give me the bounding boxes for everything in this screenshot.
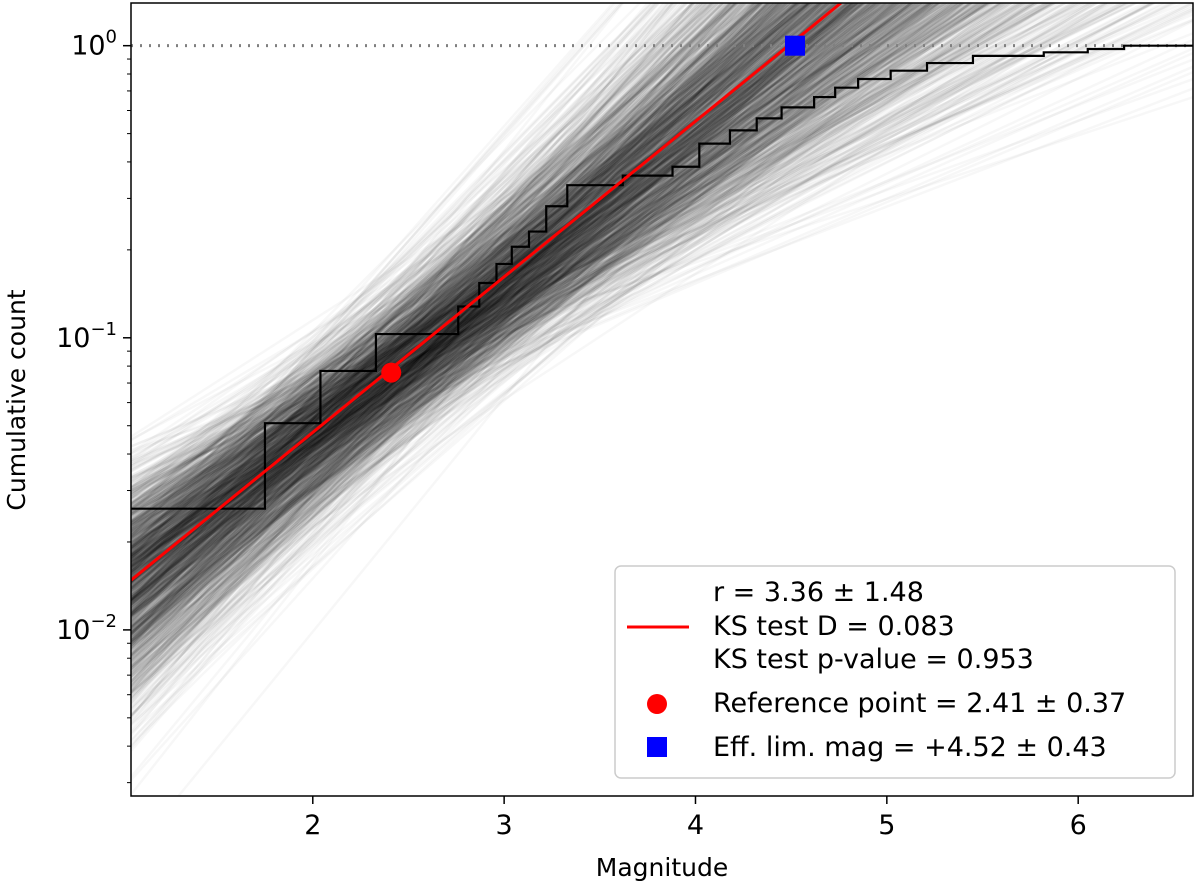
plot-frame xyxy=(130,2,1194,797)
plot-area xyxy=(131,3,1193,582)
legend-reference-swatch xyxy=(647,694,667,714)
x-axis-label: Magnitude xyxy=(596,853,728,882)
x-tick-label: 4 xyxy=(687,810,704,841)
y-tick-label: 10−1 xyxy=(56,319,117,354)
y-tick-label: 100 xyxy=(71,27,117,62)
legend-box xyxy=(614,565,1176,779)
reference-point-marker xyxy=(381,362,402,383)
y-axis-label: Cumulative count xyxy=(2,289,31,510)
x-tick-label: 5 xyxy=(878,810,895,841)
y-tick-label: 10−2 xyxy=(56,611,117,646)
legend-limmag-swatch xyxy=(647,737,667,757)
limiting-magnitude-marker xyxy=(784,35,805,56)
x-axis-ticks: 2 3 4 5 6 xyxy=(304,796,1087,841)
x-tick-label: 3 xyxy=(496,810,513,841)
legend-fit-line2: KS test D = 0.083 xyxy=(713,611,955,642)
fit-line xyxy=(131,3,842,582)
y-axis-ticks: 100 10−1 10−2 xyxy=(56,27,131,784)
legend-fit-line3: KS test p-value = 0.953 xyxy=(713,644,1034,675)
legend-limmag-label: Eff. lim. mag = +4.52 ± 0.43 xyxy=(713,732,1107,763)
legend-reference-label: Reference point = 2.41 ± 0.37 xyxy=(713,688,1126,719)
legend-fit-line1: r = 3.36 ± 1.48 xyxy=(713,577,924,608)
x-tick-label: 6 xyxy=(1070,810,1087,841)
x-tick-label: 2 xyxy=(304,810,321,841)
legend: r = 3.36 ± 1.48 KS test D = 0.083 KS tes… xyxy=(614,565,1176,779)
